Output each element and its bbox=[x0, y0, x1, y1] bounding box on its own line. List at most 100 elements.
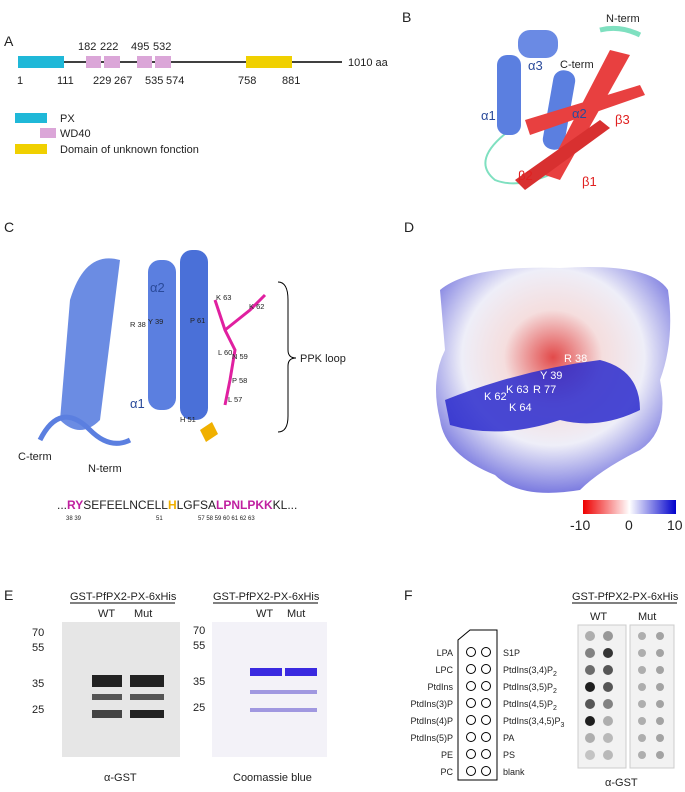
strand bbox=[525, 85, 645, 135]
lipid-blot bbox=[629, 624, 675, 769]
blot-spot bbox=[603, 648, 613, 658]
blot-spot bbox=[638, 700, 646, 708]
lipid-spot bbox=[481, 715, 491, 725]
helix bbox=[180, 250, 208, 420]
residue-label: Y 39 bbox=[148, 317, 163, 326]
lipid-label: PE bbox=[441, 750, 453, 760]
subscript: 2 bbox=[553, 671, 557, 678]
position: 881 bbox=[282, 75, 300, 87]
caption: α-GST bbox=[605, 777, 638, 789]
band bbox=[250, 668, 282, 676]
length: 1010 aa bbox=[348, 57, 389, 69]
blot-title: GST-PfPX2-PX-6xHis bbox=[572, 591, 679, 603]
lipid-spot bbox=[466, 698, 476, 708]
coil bbox=[37, 414, 132, 446]
his51 bbox=[200, 422, 218, 442]
blot-spot bbox=[585, 750, 595, 760]
lipid-label: LPC bbox=[435, 665, 453, 675]
residue-label: H 51 bbox=[180, 415, 196, 424]
blot-spot bbox=[585, 648, 595, 658]
helix-label: α3 bbox=[528, 58, 543, 73]
blot-spot bbox=[638, 751, 646, 759]
position: 532 bbox=[153, 41, 171, 53]
lipid-label: PtdIns(3)P bbox=[410, 699, 453, 709]
caption: Coomassie blue bbox=[233, 772, 312, 784]
legend-swatch bbox=[40, 128, 56, 138]
lipid-label: PtdIns(3,4)P2 bbox=[503, 665, 557, 678]
panel-a: A 182 222 495 532 1 111 229 267 535 574 … bbox=[4, 33, 389, 156]
subscript: 3 bbox=[561, 722, 565, 729]
residue-label: K 63 bbox=[216, 293, 231, 302]
blot-spot bbox=[656, 700, 664, 708]
lipid-label: S1P bbox=[503, 648, 520, 658]
residue-label: Y 39 bbox=[540, 370, 562, 382]
blot-spot bbox=[603, 699, 613, 709]
blot-spot bbox=[656, 632, 664, 640]
panel-label: C bbox=[4, 219, 14, 235]
panel-f: F GST-PfPX2-PX-6xHis WT Mut α-GST LPA S1P… bbox=[404, 587, 679, 789]
blot-title: GST-PfPX2-PX-6xHis bbox=[213, 591, 320, 603]
residue-label: R 77 bbox=[533, 384, 556, 396]
blot-spot bbox=[585, 665, 595, 675]
lipid-spot bbox=[481, 698, 491, 708]
blot-spot bbox=[603, 665, 613, 675]
blot-spot bbox=[656, 717, 664, 725]
caption: α-GST bbox=[104, 772, 137, 784]
membrane-outline bbox=[457, 629, 498, 781]
colorbar-label: 10 bbox=[667, 517, 683, 533]
residue-label: P 61 bbox=[190, 316, 205, 325]
legend-swatch bbox=[15, 144, 47, 154]
marker: 70 bbox=[32, 627, 44, 639]
wd40-domain bbox=[155, 56, 171, 68]
lane-label: Mut bbox=[287, 608, 305, 620]
position: 574 bbox=[166, 75, 184, 87]
position: 1 bbox=[17, 75, 23, 87]
colorbar bbox=[583, 500, 676, 514]
blot-spot bbox=[603, 716, 613, 726]
lipid-name: PA bbox=[503, 733, 514, 743]
lipid-spot bbox=[481, 681, 491, 691]
colorbar-label: -10 bbox=[570, 517, 590, 533]
band bbox=[92, 675, 122, 687]
blot-spot bbox=[585, 733, 595, 743]
lipid-spot bbox=[466, 732, 476, 742]
band bbox=[130, 675, 164, 687]
position: 182 bbox=[78, 41, 96, 53]
sheet bbox=[60, 258, 120, 430]
panel-b: B α3 α1 α2 β1 β2 β3 C-term N-term bbox=[402, 9, 645, 190]
lane-label: Mut bbox=[134, 608, 152, 620]
loop-label: PPK loop bbox=[300, 353, 346, 365]
lipid-label: PtdIns(3,5)P2 bbox=[503, 682, 557, 695]
lipid-spot bbox=[481, 766, 491, 776]
legend-label: Domain of unknown fonction bbox=[60, 144, 199, 156]
residue-label: P 58 bbox=[232, 376, 247, 385]
coil bbox=[599, 25, 642, 38]
blot-spot bbox=[603, 733, 613, 743]
legend-label: PX bbox=[60, 113, 75, 125]
band bbox=[130, 694, 164, 700]
marker: 70 bbox=[193, 625, 205, 637]
residue-numbers: 51 bbox=[156, 516, 163, 522]
strand-label: β1 bbox=[582, 174, 597, 189]
lipid-spot bbox=[466, 681, 476, 691]
lipid-spot bbox=[466, 749, 476, 759]
lipid-label: blank bbox=[503, 767, 525, 777]
lipid-spot bbox=[466, 664, 476, 674]
residue-label: R 38 bbox=[130, 320, 146, 329]
band bbox=[92, 694, 122, 700]
residue-label: N 59 bbox=[232, 352, 248, 361]
blot-spot bbox=[638, 683, 646, 691]
brace bbox=[277, 281, 297, 433]
blot-spot bbox=[603, 682, 613, 692]
helix bbox=[148, 260, 176, 410]
blot-spot bbox=[656, 666, 664, 674]
residue-label: K 63 bbox=[506, 384, 529, 396]
wd40-domain bbox=[137, 56, 152, 68]
lipid-spot bbox=[481, 732, 491, 742]
residue-label: L 57 bbox=[228, 395, 242, 404]
subscript: 2 bbox=[553, 688, 557, 695]
terminus-label: C-term bbox=[560, 59, 594, 71]
lane-label: WT bbox=[98, 608, 115, 620]
residue-label: K 62 bbox=[484, 391, 507, 403]
strand-label: β2 bbox=[518, 168, 533, 183]
